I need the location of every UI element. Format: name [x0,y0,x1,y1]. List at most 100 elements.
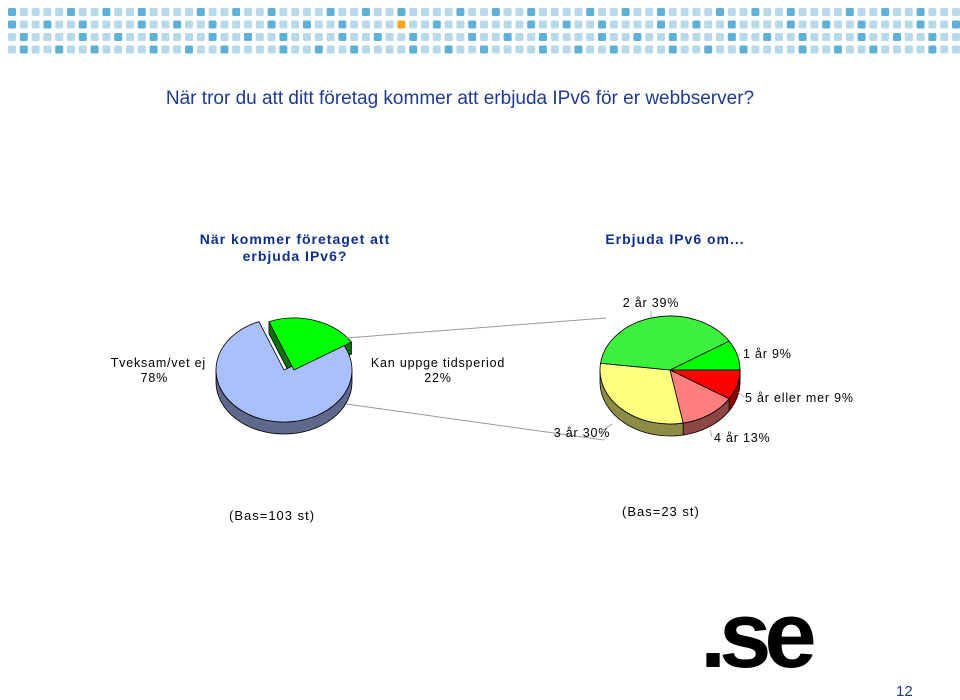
header-dot [350,33,359,41]
header-dot [798,33,807,41]
header-dot [515,8,524,16]
header-dot [480,33,488,41]
header-dot [834,33,842,41]
header-dot [456,8,465,16]
header-dot [173,45,182,54]
header-dot [692,8,701,16]
pie-slice [215,321,353,423]
header-dot [78,8,87,16]
header-dot [444,20,453,29]
header-dot [869,45,878,54]
header-dot [657,45,665,54]
header-dot [362,33,370,41]
right-pie [599,315,741,437]
header-dot [208,8,217,16]
slide-title: När tror du att ditt företag kommer att … [165,88,755,109]
header-dot [798,45,807,54]
header-dot [716,33,724,41]
header-dot [704,20,713,29]
header-dot [244,45,252,54]
label-5-ar: 5 år eller mer 9% [745,391,854,405]
header-dot-pattern [8,8,960,54]
header-dot [232,45,241,54]
header-dot [680,8,689,16]
header-dot [480,8,488,16]
header-dot [421,45,429,54]
header-dot [326,45,335,54]
header-dot [326,20,335,29]
header-dot [845,8,854,16]
header-dot [409,8,418,16]
header-dot [19,20,28,29]
header-dot [55,20,64,29]
header-dot [562,20,571,29]
header-dot [67,45,75,54]
header-dot [90,45,99,54]
header-dot [409,20,418,29]
header-dot [267,33,276,41]
header-dot [421,33,429,41]
label-tveksam: Tveksam/vet ej [111,356,206,370]
header-dot [19,33,28,41]
header-dot [43,33,52,41]
header-dot [444,33,453,41]
header-dot [786,45,795,54]
header-dot [798,20,807,29]
header-dot [668,45,677,54]
header-dot [845,20,854,29]
header-dot [881,20,890,29]
label-4-ar: 4 år 13% [714,431,770,445]
header-dot [574,33,583,41]
header-dot [314,33,323,41]
header-dot [409,33,418,41]
header-dot [586,33,595,41]
header-dot [244,20,252,29]
header-dot [409,45,418,54]
header-dot [727,20,736,29]
label-1-ar: 1 år 9% [743,347,792,361]
header-dot [527,45,536,54]
header-dot [527,8,536,16]
header-dot [90,20,99,29]
header-dot [491,45,500,54]
header-dot [763,33,772,41]
header-dot [126,33,134,41]
header-dot [432,20,441,29]
header-dot [255,8,264,16]
header-dot [751,20,760,29]
header-dot [633,33,642,41]
header-dot [539,45,547,54]
header-dot [291,8,300,16]
header-dot [609,45,618,54]
header-dot [491,20,500,29]
header-dot [928,33,937,41]
header-dot [598,20,606,29]
header-dot [468,45,477,54]
header-dot [904,8,913,16]
header-dot [137,20,146,29]
header-dot [456,20,465,29]
header-dot [232,33,241,41]
header-dot [8,20,16,29]
connector-line-top [345,317,607,339]
header-dot [657,8,665,16]
header-dot [786,33,795,41]
header-dot [161,8,170,16]
header-dot [161,33,170,41]
header-dot [326,8,335,16]
header-dot [350,20,359,29]
header-dot [456,45,465,54]
header-dot [680,45,689,54]
header-dot [67,20,75,29]
header-dot [751,33,760,41]
header-dot [19,8,28,16]
header-dot [657,33,665,41]
header-dot [869,33,878,41]
header-dot [161,20,170,29]
header-dot [244,8,252,16]
header-dot [255,33,264,41]
header-dot [373,45,382,54]
header-dot [491,33,500,41]
header-dot [668,33,677,41]
